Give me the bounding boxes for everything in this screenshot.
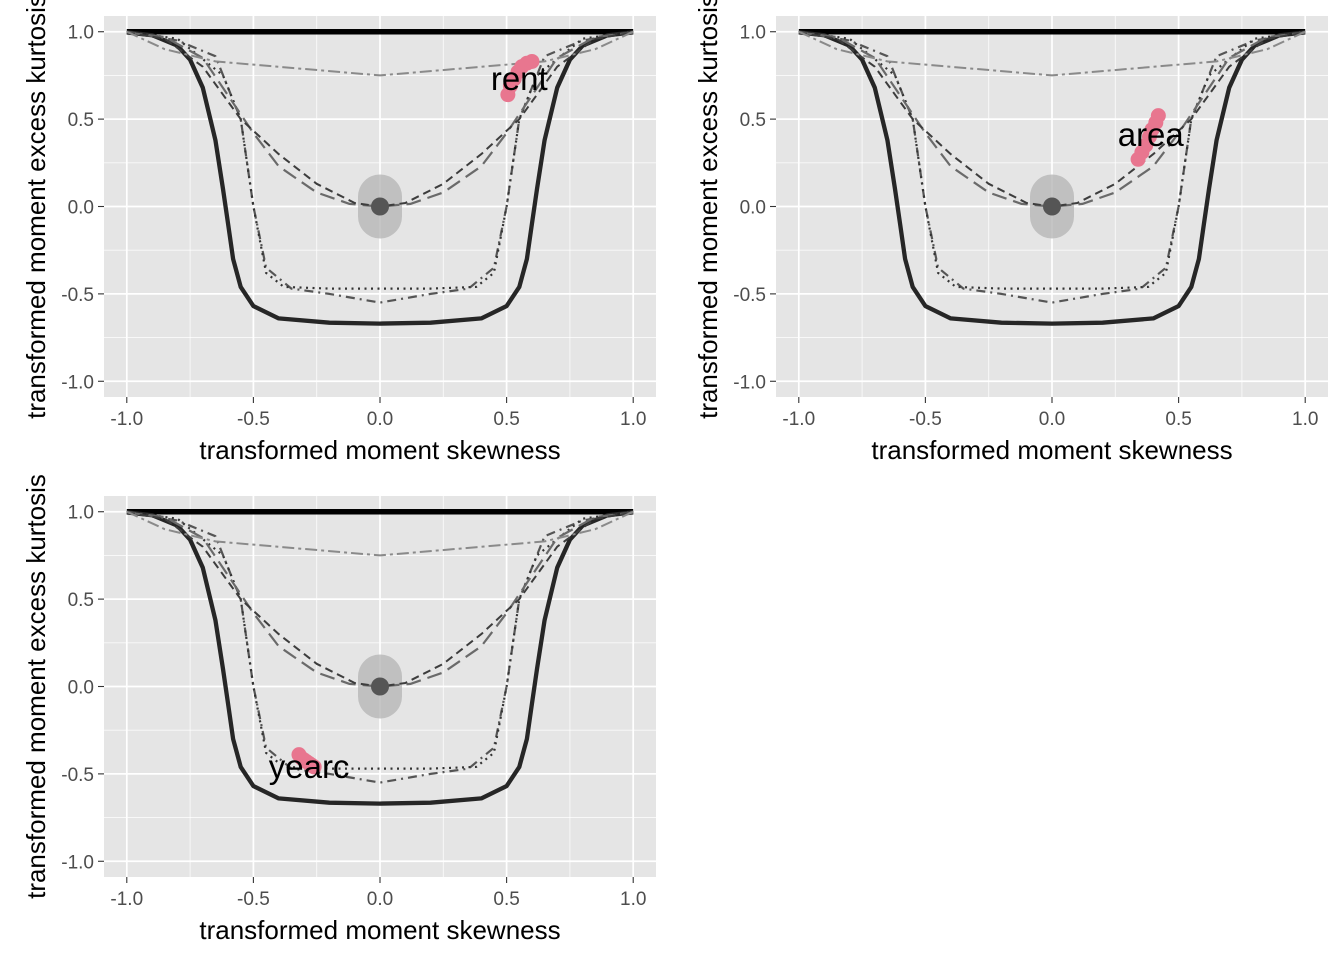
data-point [524,53,540,69]
y-axis-title: transformed moment excess kurtosis [21,0,51,419]
reference-curve-solid-thick [126,30,634,326]
center-point [371,197,389,216]
reference-curve-solid-thick [126,510,634,806]
y-tick-label: 0.5 [68,110,94,131]
reference-curve-twodash [126,30,634,77]
reference-curve-longdash [126,31,634,208]
panel-top-right: area -1.0 -0.5 0.0 0.5 1.0 -1.0 -0.5 0.0 0.5 1.0 tr… [693,0,1328,465]
x-tick-label: 0.0 [367,889,393,910]
y-tick-label: 0.0 [740,198,766,219]
x-tick-label: 0.5 [493,889,519,910]
y-tick-label: -1.0 [61,372,94,393]
panel-bottom-left: yearc -1.0 -0.5 0.0 0.5 1.0 -1.0 -0.5 0.0 0.5 1.0 t… [21,474,656,945]
y-tick-label: -0.5 [733,285,766,306]
x-axis-title: transformed moment skewness [199,435,560,465]
data-point [306,759,322,775]
reference-curve-twodash [798,30,1306,77]
y-tick-label: 0.0 [68,678,94,699]
x-tick-label: 1.0 [1292,409,1318,430]
y-tick-label: -0.5 [61,765,94,786]
y-tick-label: -0.5 [61,285,94,306]
x-tick-label: -1.0 [110,409,143,430]
x-axis-title: transformed moment skewness [199,915,560,945]
panel-top-left: rent -1.0 -0.5 0.0 0.5 1.0 -1.0 -0.5 0.0 0.5 1.0 tr… [21,0,656,465]
x-tick-label: 1.0 [620,889,646,910]
y-tick-label: -1.0 [733,372,766,393]
y-tick-label: 1.0 [68,23,94,44]
x-tick-label: -0.5 [237,409,270,430]
data-point [1150,108,1166,124]
point-label: rent [491,60,548,97]
y-tick-label: 0.5 [740,110,766,131]
x-axis-title: transformed moment skewness [871,435,1232,465]
x-tick-label: -0.5 [909,409,942,430]
x-tick-label: 0.5 [493,409,519,430]
y-axis-title: transformed moment excess kurtosis [693,0,723,419]
x-tick-label: -1.0 [782,409,815,430]
y-axis-title: transformed moment excess kurtosis [21,474,51,899]
x-tick-label: 1.0 [620,409,646,430]
x-tick-label: -0.5 [237,889,270,910]
y-tick-label: 0.5 [68,590,94,611]
reference-curve-longdash [798,31,1306,208]
point-label: yearc [269,748,350,785]
center-point [1043,197,1061,216]
y-tick-label: -1.0 [61,852,94,873]
reference-curve-twodash [126,510,634,557]
x-tick-label: -1.0 [110,889,143,910]
x-tick-label: 0.0 [1039,409,1065,430]
y-tick-label: 1.0 [740,23,766,44]
reference-curve-longdash [126,511,634,688]
y-tick-label: 0.0 [68,198,94,219]
x-tick-label: 0.0 [367,409,393,430]
x-tick-label: 0.5 [1165,409,1191,430]
point-label: area [1118,116,1185,153]
y-tick-label: 1.0 [68,503,94,524]
reference-curve-solid-thick [798,30,1306,326]
center-point [371,677,389,696]
